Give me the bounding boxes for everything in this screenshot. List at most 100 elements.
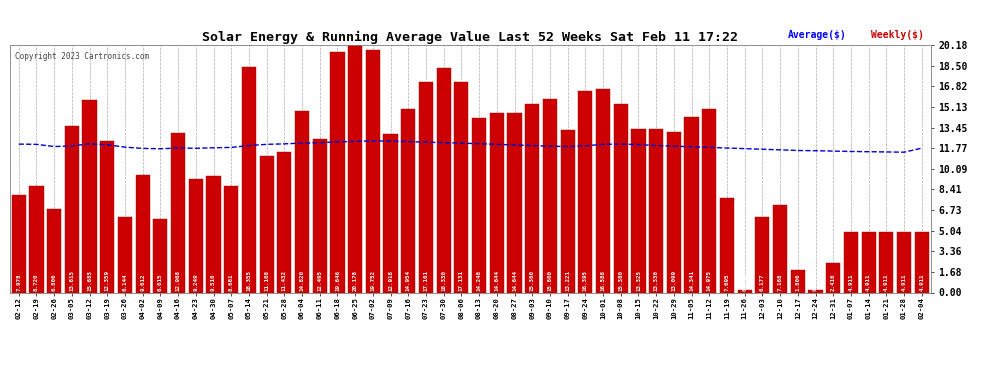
Text: 15.800: 15.800 <box>547 270 552 291</box>
Title: Solar Energy & Running Average Value Last 52 Weeks Sat Feb 11 17:22: Solar Energy & Running Average Value Las… <box>202 31 739 44</box>
Text: 13.615: 13.615 <box>69 270 74 291</box>
Bar <box>508 113 522 292</box>
Bar <box>171 134 185 292</box>
Text: 6.015: 6.015 <box>157 273 163 291</box>
Text: 14.341: 14.341 <box>689 270 694 291</box>
Text: 6.806: 6.806 <box>51 273 56 291</box>
Text: 9.510: 9.510 <box>211 273 216 291</box>
Bar <box>12 195 26 292</box>
Bar <box>224 186 239 292</box>
Text: 4.911: 4.911 <box>866 273 871 291</box>
Text: 14.248: 14.248 <box>476 270 481 291</box>
Bar <box>490 113 504 292</box>
Bar <box>472 118 486 292</box>
Bar <box>189 179 203 292</box>
Bar <box>207 176 221 292</box>
Bar <box>64 126 79 292</box>
Bar <box>383 134 398 292</box>
Text: 12.495: 12.495 <box>317 270 323 291</box>
Bar <box>791 270 805 292</box>
Bar <box>667 132 681 292</box>
Bar <box>861 232 876 292</box>
Text: 15.685: 15.685 <box>87 270 92 291</box>
Text: 13.099: 13.099 <box>671 270 676 291</box>
Bar <box>702 109 717 292</box>
Text: 4.911: 4.911 <box>920 273 925 291</box>
Bar <box>684 117 699 292</box>
Bar <box>100 141 115 292</box>
Bar <box>30 186 44 292</box>
Text: 17.161: 17.161 <box>424 270 429 291</box>
Text: 0.193: 0.193 <box>813 273 818 291</box>
Bar <box>259 156 273 292</box>
Bar <box>295 111 309 292</box>
Text: 14.644: 14.644 <box>494 270 499 291</box>
Text: 15.380: 15.380 <box>618 270 624 291</box>
Text: 14.975: 14.975 <box>707 270 712 291</box>
Bar <box>632 129 645 292</box>
Bar <box>313 139 327 292</box>
Text: 12.359: 12.359 <box>105 270 110 291</box>
Bar <box>773 205 787 292</box>
Text: 6.177: 6.177 <box>760 273 765 291</box>
Text: 7.695: 7.695 <box>725 273 730 291</box>
Bar <box>365 50 380 292</box>
Text: Weekly($): Weekly($) <box>871 30 924 40</box>
Text: 6.144: 6.144 <box>123 273 128 291</box>
Bar <box>437 68 450 292</box>
Bar <box>596 89 610 292</box>
Bar <box>560 130 575 292</box>
Text: 4.911: 4.911 <box>902 273 907 291</box>
Bar <box>826 263 841 292</box>
Bar <box>525 104 540 292</box>
Text: 4.911: 4.911 <box>848 273 853 291</box>
Text: Average($): Average($) <box>788 30 846 40</box>
Bar <box>82 100 97 292</box>
Text: 13.330: 13.330 <box>653 270 658 291</box>
Bar <box>738 290 751 292</box>
Bar <box>48 209 61 292</box>
Text: 11.108: 11.108 <box>264 270 269 291</box>
Text: 0.243: 0.243 <box>742 273 747 291</box>
Text: 4.911: 4.911 <box>884 273 889 291</box>
Bar <box>153 219 167 292</box>
Text: 11.432: 11.432 <box>282 270 287 291</box>
Text: 16.395: 16.395 <box>583 270 588 291</box>
Text: 9.249: 9.249 <box>193 273 198 291</box>
Bar <box>843 232 858 292</box>
Bar <box>277 152 291 292</box>
Text: 2.416: 2.416 <box>831 273 836 291</box>
Bar <box>720 198 734 292</box>
Text: 18.355: 18.355 <box>247 270 251 291</box>
Bar <box>543 99 557 292</box>
Text: 13.221: 13.221 <box>565 270 570 291</box>
Bar <box>755 217 769 292</box>
Bar <box>118 217 132 292</box>
Text: 9.612: 9.612 <box>141 273 146 291</box>
Text: 1.806: 1.806 <box>795 273 800 291</box>
Text: 16.588: 16.588 <box>601 270 606 291</box>
Text: 19.646: 19.646 <box>335 270 340 291</box>
Text: 17.131: 17.131 <box>459 270 464 291</box>
Text: 14.820: 14.820 <box>300 270 305 291</box>
Bar <box>419 82 433 292</box>
Text: 15.360: 15.360 <box>530 270 535 291</box>
Text: 8.661: 8.661 <box>229 273 234 291</box>
Bar <box>454 82 468 292</box>
Text: 12.918: 12.918 <box>388 270 393 291</box>
Text: 13.325: 13.325 <box>636 270 641 291</box>
Bar <box>331 51 345 292</box>
Bar <box>578 92 592 292</box>
Bar <box>915 232 929 292</box>
Text: 20.178: 20.178 <box>352 270 357 291</box>
Bar <box>401 109 416 292</box>
Text: 14.954: 14.954 <box>406 270 411 291</box>
Text: Copyright 2023 Cartronics.com: Copyright 2023 Cartronics.com <box>15 53 148 62</box>
Bar <box>348 45 362 292</box>
Text: 19.752: 19.752 <box>370 270 375 291</box>
Text: 14.644: 14.644 <box>512 270 517 291</box>
Text: 7.168: 7.168 <box>777 273 783 291</box>
Text: 7.978: 7.978 <box>16 273 21 291</box>
Text: 8.720: 8.720 <box>34 273 39 291</box>
Text: 12.968: 12.968 <box>175 270 180 291</box>
